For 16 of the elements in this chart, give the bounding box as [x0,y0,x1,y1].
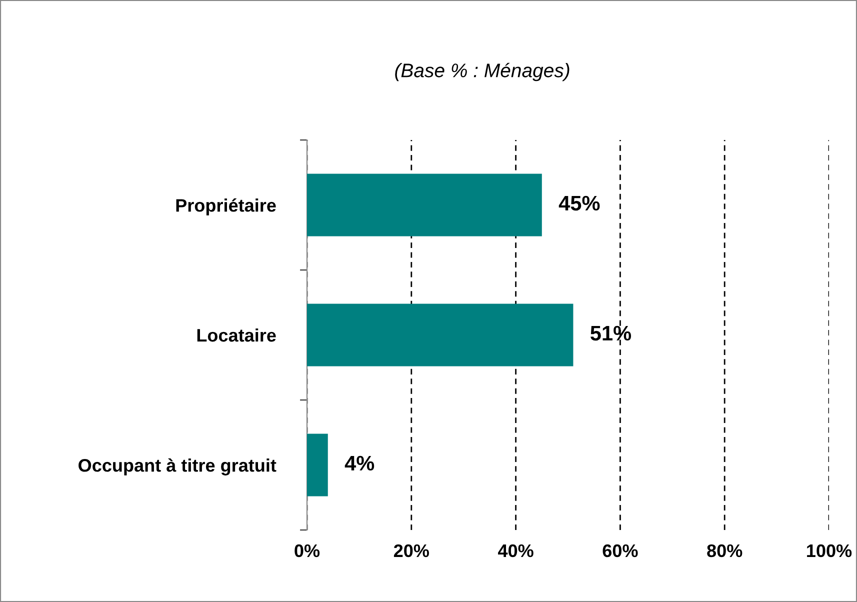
y-tick-label: Propriétaire [176,198,276,216]
y-tick-label: Locataire [197,328,276,342]
bar [307,174,542,236]
x-tick-label: 60% [602,544,638,558]
bar [307,304,574,366]
x-tick-label: 0% [294,544,320,558]
data-label: 45% [558,196,600,211]
x-tick-label: 100% [807,544,852,558]
data-label: 51% [590,326,632,341]
x-tick-label: 20% [394,544,429,558]
x-tick-label: 40% [498,544,534,558]
y-tick-label: Occupant à titre gratuit [78,458,276,476]
chart-title: (Base % : Ménages) [395,62,570,82]
data-label: 4% [344,456,374,471]
x-tick-label: 80% [707,544,742,558]
bar [307,434,328,496]
